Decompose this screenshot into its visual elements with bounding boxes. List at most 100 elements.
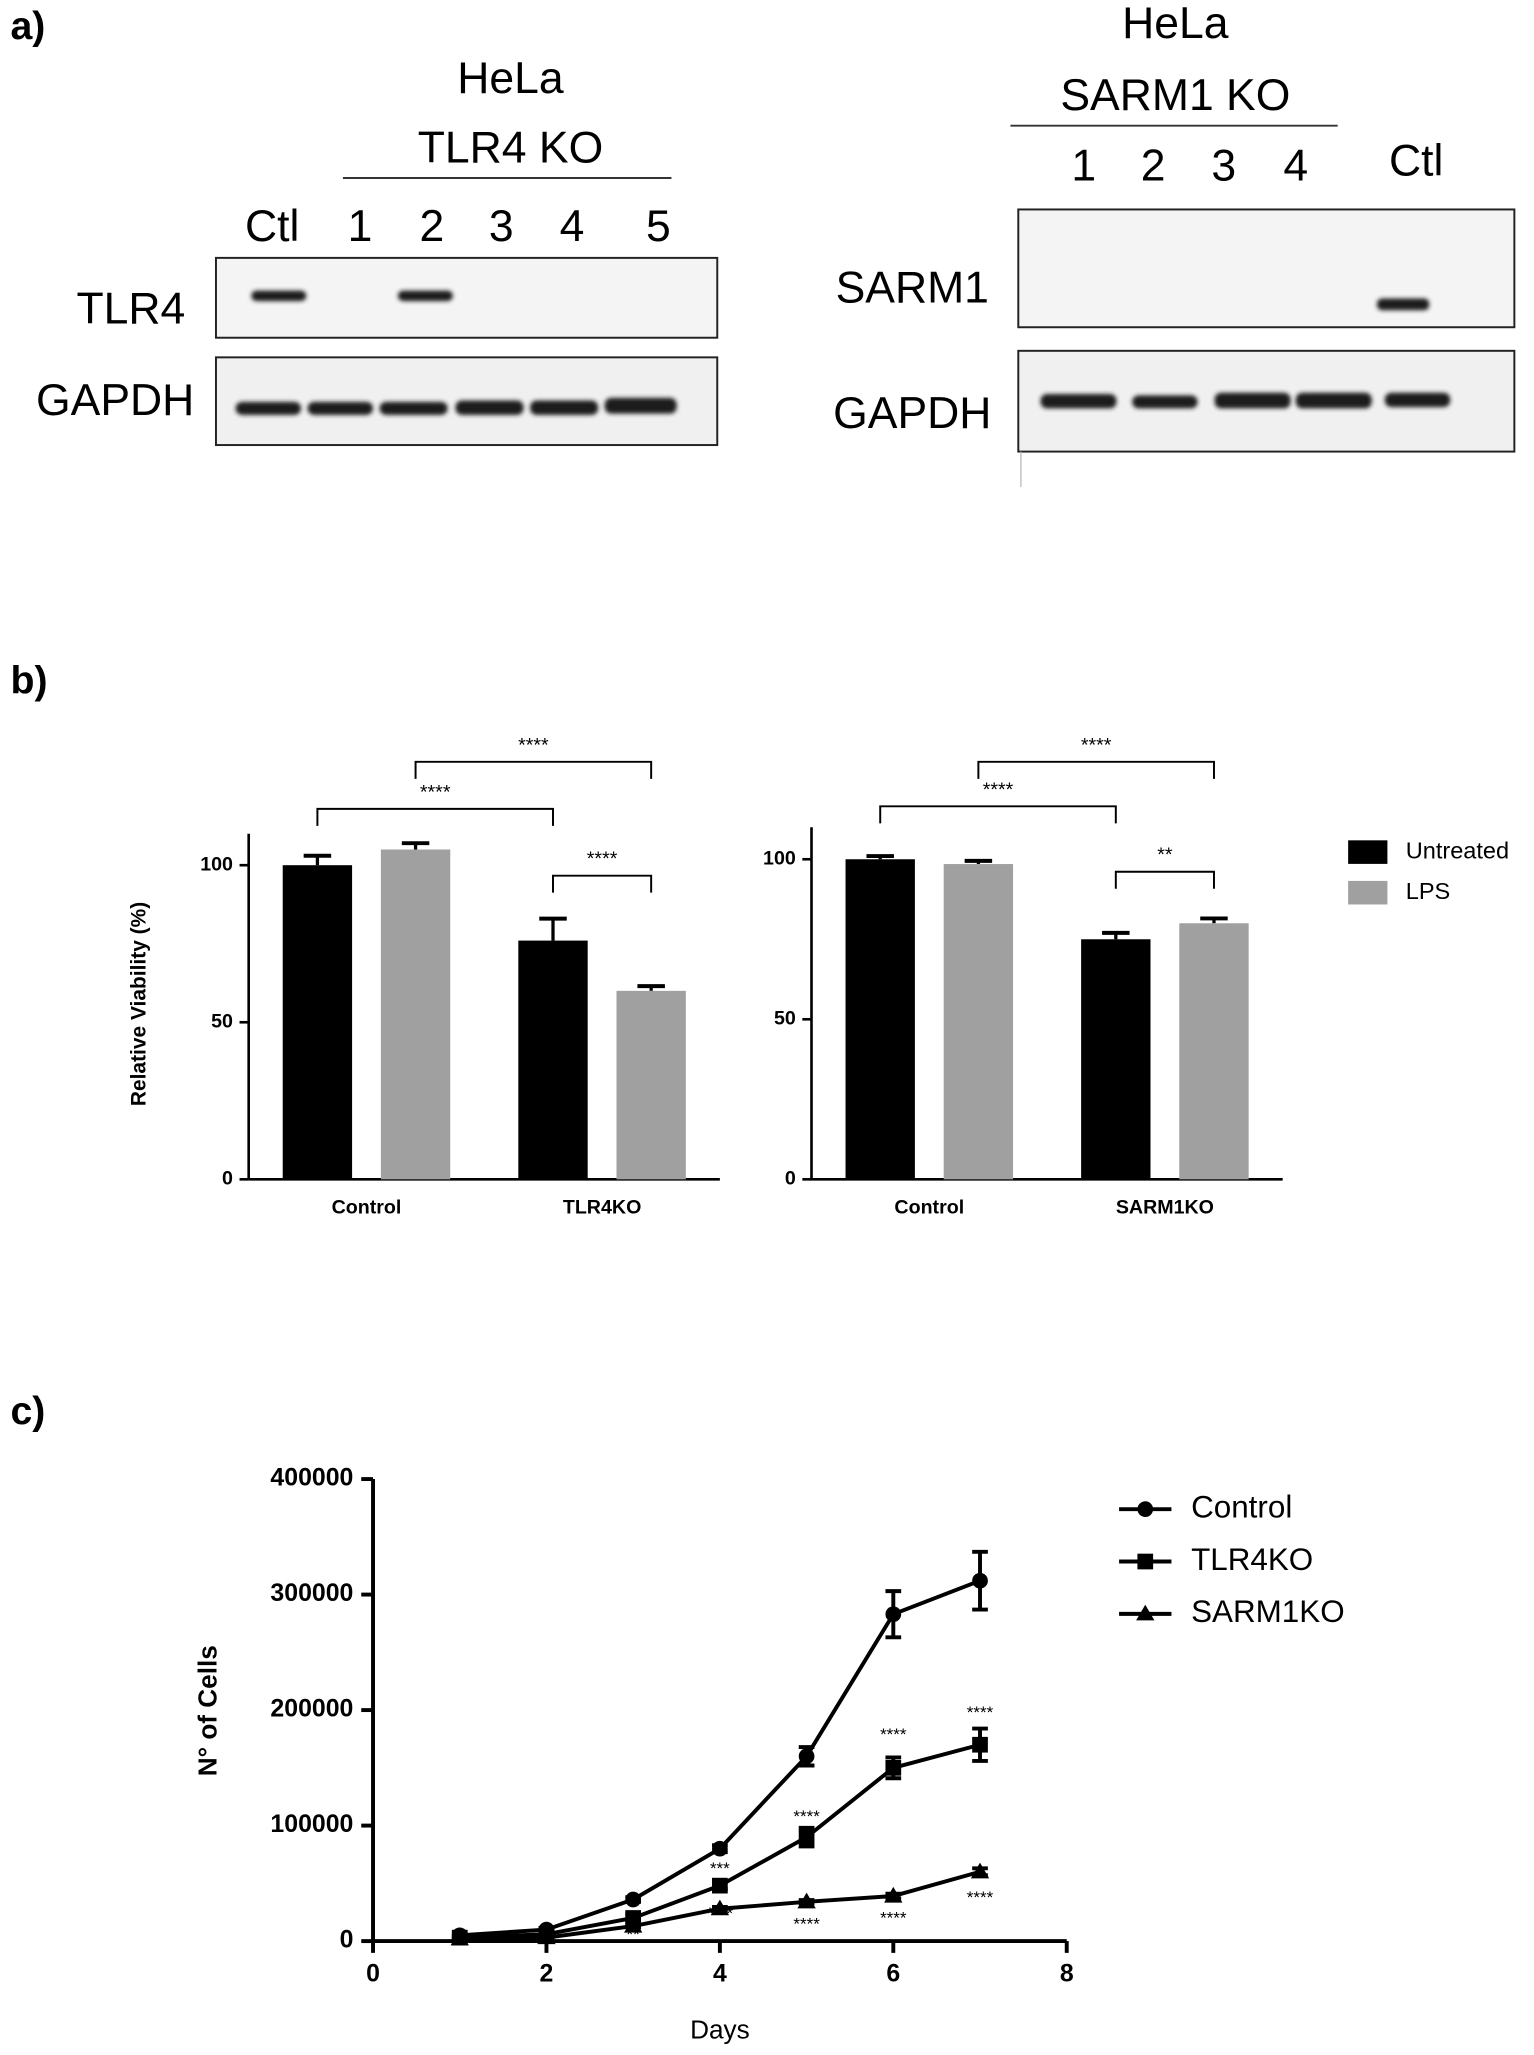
x-tick-label: 6: [886, 1960, 900, 1988]
data-point: [972, 1572, 988, 1589]
data-point: [885, 1759, 902, 1776]
row-label: GAPDH: [36, 376, 194, 425]
legend-label: TLR4KO: [1191, 1542, 1313, 1577]
significance-label: ****: [880, 1725, 907, 1744]
blot-header: HeLa: [457, 54, 564, 103]
significance-bracket: [552, 874, 653, 893]
y-tick-label: 100000: [270, 1810, 353, 1838]
data-point: [624, 1916, 643, 1933]
legend-swatch: [1348, 880, 1388, 905]
significance-bracket: [1114, 870, 1215, 889]
y-tick-label: 0: [222, 1168, 233, 1190]
significance-label: **: [627, 1925, 641, 1944]
lane-label: 4: [1283, 142, 1308, 191]
lane-label: 2: [1141, 142, 1166, 191]
y-tick-label: 100: [200, 853, 233, 875]
lane-label: 2: [420, 202, 445, 251]
data-point: [884, 1886, 903, 1903]
bar: [943, 864, 1014, 1180]
data-point: [972, 1736, 988, 1753]
legend-swatch: [1348, 840, 1388, 864]
legend-label: Control: [1191, 1489, 1292, 1524]
legend-marker: [1137, 1501, 1154, 1518]
y-tick-label: 100: [763, 847, 796, 869]
significance-label: ****: [793, 1807, 820, 1826]
significance-label: ****: [793, 1914, 820, 1933]
significance-label: ****: [420, 781, 451, 803]
y-tick-label: 0: [785, 1168, 796, 1190]
significance-bracket: [977, 760, 1215, 779]
y-tick-label: 200000: [270, 1695, 353, 1723]
row-label: GAPDH: [833, 389, 991, 438]
x-tick-label: 2: [540, 1960, 554, 1988]
bar: [616, 990, 686, 1180]
legend-label: SARM1KO: [1191, 1594, 1345, 1629]
y-axis-label: N° of Cells: [192, 1645, 222, 1776]
lane-label: Ctl: [245, 202, 299, 251]
data-point: [712, 1877, 728, 1894]
x-tick-label: Control: [894, 1196, 964, 1218]
lane-label: 3: [1211, 142, 1236, 191]
x-tick-label: 0: [366, 1960, 380, 1988]
legend-marker: [1137, 1553, 1154, 1570]
legend-label: LPS: [1406, 878, 1451, 904]
significance-bracket: [879, 805, 1117, 824]
data-point: [970, 1862, 990, 1879]
significance-label: ****: [967, 1703, 994, 1722]
bar: [380, 849, 451, 1180]
significance-label: **: [1157, 844, 1173, 866]
y-tick-label: 50: [211, 1010, 233, 1032]
y-tick-label: 300000: [270, 1579, 353, 1607]
panel-label: c): [10, 1389, 45, 1433]
significance-label: ****: [983, 779, 1014, 801]
data-point: [537, 1928, 556, 1945]
data-point: [798, 1748, 815, 1765]
significance-label: ***: [710, 1859, 730, 1878]
panel-label: b): [10, 659, 47, 703]
bar: [282, 865, 353, 1180]
x-tick-label: 4: [713, 1960, 727, 1988]
x-tick-label: SARM1KO: [1116, 1196, 1214, 1218]
data-point: [625, 1891, 642, 1908]
bar: [1179, 923, 1249, 1180]
bar: [518, 940, 588, 1180]
significance-label: ****: [707, 1904, 734, 1923]
y-tick-label: 0: [340, 1926, 354, 1954]
significance-label: ****: [1081, 734, 1112, 756]
data-point: [885, 1606, 902, 1623]
legend-label: Untreated: [1406, 837, 1509, 863]
data-point: [450, 1929, 469, 1946]
x-tick-label: TLR4KO: [563, 1196, 642, 1218]
significance-label: ****: [880, 1909, 907, 1928]
significance-bracket: [316, 807, 554, 826]
lane-label: 3: [489, 202, 514, 251]
data-point: [798, 1829, 815, 1845]
panel-label: a): [10, 4, 45, 48]
x-tick-label: 8: [1060, 1960, 1074, 1988]
row-label: SARM1: [836, 263, 989, 312]
y-tick-label: 400000: [270, 1464, 353, 1492]
blot-box: [1017, 208, 1516, 329]
data-point: [797, 1892, 816, 1909]
significance-label: ****: [518, 734, 549, 756]
lane-label: 1: [348, 202, 373, 251]
row-label: TLR4: [76, 284, 185, 333]
legend-marker: [1136, 1604, 1155, 1621]
x-tick-label: Control: [332, 1196, 402, 1218]
blot-subheader: TLR4 KO: [418, 123, 603, 172]
lane-label: Ctl: [1389, 136, 1443, 185]
bands: [1040, 298, 1451, 409]
bands: [235, 290, 677, 415]
x-axis-label: Days: [690, 2014, 750, 2044]
blot-header: HeLa: [1122, 0, 1229, 48]
blot-subheader: SARM1 KO: [1060, 71, 1290, 120]
blot-box: [214, 256, 719, 339]
bar: [845, 859, 915, 1180]
bar: [1081, 939, 1151, 1180]
significance-label: ****: [967, 1888, 994, 1907]
data-point: [712, 1840, 728, 1857]
y-axis-label: Relative Viability (%): [128, 902, 151, 1106]
y-tick-label: 50: [774, 1007, 796, 1029]
significance-label: ****: [587, 848, 618, 870]
